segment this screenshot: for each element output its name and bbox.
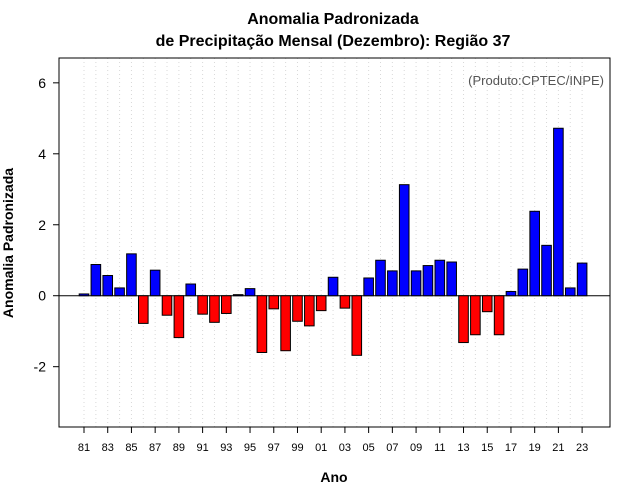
bar-15 [481,295,493,313]
bar-11 [434,259,446,297]
bar-14 [470,295,481,336]
bar-01 [315,295,327,312]
chart-title-line1: Anomalia Padronizada [247,11,419,28]
bar-98 [280,295,291,352]
bar-81 [78,293,90,297]
x-tick-label: 05 [363,442,375,454]
x-tick-label: 83 [102,442,114,454]
bar-22 [564,287,576,297]
bar-18 [517,268,529,297]
y-tick-label: -2 [34,359,47,375]
bar-08 [398,184,410,297]
bar-17 [505,290,517,297]
y-axis: -2 0 2 4 6 [34,75,59,375]
bar-06 [375,259,386,297]
bar-90 [185,283,197,297]
bar-89 [173,295,185,339]
bar-92 [209,295,220,323]
bar-82 [90,263,102,297]
bar-12 [446,261,457,297]
x-tick-label: 09 [410,442,422,454]
x-tick-label: 97 [268,442,280,454]
x-tick-label: 17 [505,442,517,454]
bar-07 [387,270,398,297]
bar-23 [576,262,588,297]
bar-96 [256,295,268,353]
chart-title-line2: de Precipitação Mensal (Dezembro): Regiã… [156,33,511,50]
chart-credit: (Produto:CPTEC/INPE) [468,73,604,88]
x-tick-label: 19 [529,442,541,454]
bars [78,127,588,356]
x-tick-label: 87 [149,442,161,454]
y-tick-label: 6 [38,75,46,91]
bar-87 [149,269,161,297]
bar-88 [161,295,173,316]
bar-83 [102,274,114,297]
bar-21 [553,127,564,297]
bar-91 [197,295,208,315]
x-tick-label: 23 [576,442,588,454]
bar-19 [529,210,540,297]
x-tick-label: 13 [457,442,469,454]
x-tick-label: 07 [386,442,398,454]
bar-13 [458,295,469,344]
x-tick-label: 03 [339,442,351,454]
bar-99 [292,295,303,322]
bar-95 [244,288,256,297]
bar-05 [363,277,374,297]
x-tick-label: 95 [244,442,256,454]
bar-86 [138,295,149,324]
bar-03 [339,295,351,309]
vertical-grid [83,58,583,427]
bar-00 [304,295,315,327]
y-tick-label: 4 [38,146,46,162]
bar-10 [422,265,434,297]
bar-16 [493,295,505,336]
x-tick-label: 85 [125,442,137,454]
y-tick-label: 0 [38,288,46,304]
y-axis-label: Anomalia Padronizada [0,168,16,318]
bar-97 [268,295,280,310]
x-tick-label: 93 [220,442,232,454]
bar-09 [410,270,422,297]
bar-20 [541,244,552,297]
x-tick-label: 01 [315,442,327,454]
bar-85 [126,253,137,297]
plot-frame [58,57,611,428]
x-tick-label: 91 [196,442,208,454]
bar-94 [232,294,244,297]
x-tick-label: 99 [291,442,303,454]
x-tick-label: 21 [552,442,564,454]
bar-84 [114,287,125,297]
x-tick-label: 15 [481,442,493,454]
bar-04 [351,295,363,356]
y-tick-label: 2 [38,217,46,233]
x-axis-label: Ano [320,469,347,485]
bar-93 [221,295,232,314]
x-tick-label: 89 [173,442,185,454]
bar-02 [327,276,339,297]
x-tick-label: 81 [78,442,90,454]
x-tick-label: 11 [434,442,445,454]
x-axis: 81 83 85 87 89 91 93 95 97 99 01 03 05 07 09 11 13 15 17 19… [78,427,588,454]
